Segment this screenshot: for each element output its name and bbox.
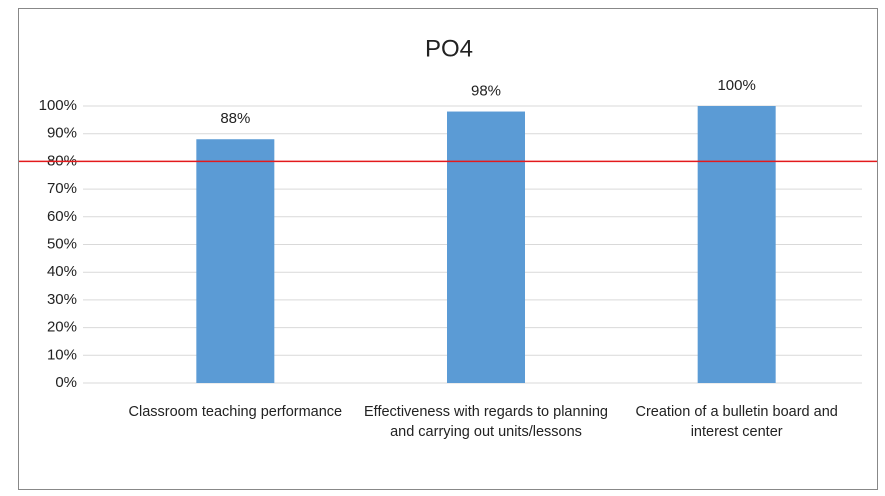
bar xyxy=(447,111,525,383)
y-tick-label: 30% xyxy=(47,291,77,308)
data-label: 88% xyxy=(220,110,250,127)
x-tick-label: Classroom teaching performance xyxy=(128,404,343,420)
x-tick-label: Creation of a bulletin board and interes… xyxy=(635,404,838,440)
data-label: 98% xyxy=(471,83,501,100)
chart-title: PO4 xyxy=(425,35,473,62)
y-tick-label: 70% xyxy=(47,180,77,197)
y-tick-label: 90% xyxy=(47,125,77,142)
y-tick-label: 20% xyxy=(47,319,77,336)
y-tick-label: 10% xyxy=(47,346,77,363)
data-label: 100% xyxy=(717,77,755,94)
bar xyxy=(697,106,776,383)
y-tick-label: 50% xyxy=(47,235,77,252)
y-tick-label: 60% xyxy=(47,208,77,225)
y-tick-label: 40% xyxy=(47,263,77,280)
x-tick-label: Effectiveness with regards to planning a… xyxy=(364,404,608,440)
bar xyxy=(196,139,275,383)
y-tick-label: 0% xyxy=(55,374,77,391)
y-tick-label: 100% xyxy=(39,97,77,114)
